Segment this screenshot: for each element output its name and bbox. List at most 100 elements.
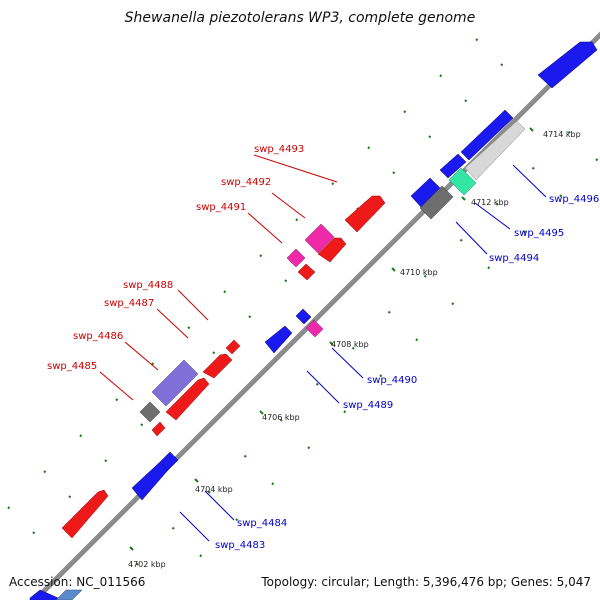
- gene-arrow[interactable]: [29, 589, 59, 600]
- guide-dot: [392, 171, 396, 175]
- guide-dot: [487, 266, 491, 270]
- accession-text: Accession: NC_011566: [9, 575, 146, 589]
- guide-dot: [140, 423, 144, 427]
- guide-dot: [387, 310, 391, 314]
- gene-arrow[interactable]: [295, 308, 312, 325]
- guide-dot: [379, 374, 383, 378]
- guide-dot: [523, 230, 527, 234]
- genome-summary: Topology: circular; Length: 5,396,476 bp…: [261, 575, 591, 589]
- guide-dot: [531, 166, 535, 170]
- map-title: Shewanella piezotolerans WP3, complete g…: [124, 10, 476, 26]
- guide-dot: [151, 362, 155, 366]
- gene-arrow[interactable]: [165, 377, 210, 421]
- guide-dot: [187, 326, 191, 330]
- guide-dot: [104, 459, 108, 463]
- tick-marks: [129, 127, 534, 551]
- guide-dot: [235, 518, 239, 522]
- guide-dot: [423, 274, 427, 278]
- guide-dot: [212, 351, 216, 355]
- gene-label[interactable]: swp_4489: [343, 400, 393, 411]
- guide-dot: [243, 454, 247, 458]
- guide-dot: [567, 130, 571, 134]
- guide-dot: [331, 182, 335, 186]
- gene-label[interactable]: swp_4490: [367, 375, 417, 386]
- guide-dot: [315, 382, 319, 386]
- tick-labels: 4702 kbp 4704 kbp 4706 kbp 4708 kbp 4710…: [128, 130, 581, 569]
- tick-label-4702: 4702 kbp: [128, 560, 166, 569]
- guide-dot: [279, 418, 283, 422]
- guide-dot: [428, 135, 432, 139]
- tick-label-4706: 4706 kbp: [262, 413, 300, 422]
- genome-backbone: [31, 31, 600, 600]
- gene-arrow[interactable]: [151, 421, 166, 437]
- gene-label[interactable]: swp_4496: [549, 194, 599, 205]
- gene-label[interactable]: swp_4484: [237, 518, 287, 529]
- label-leaders: [99, 154, 547, 542]
- gene-label[interactable]: swp_4486: [73, 331, 123, 342]
- gene-arrow[interactable]: [131, 461, 169, 501]
- guide-dot: [403, 110, 407, 114]
- guide-dot: [439, 74, 443, 78]
- gene-arrow[interactable]: [151, 359, 199, 407]
- gene-label[interactable]: swp_4494: [489, 253, 539, 264]
- gene-arrow[interactable]: [202, 353, 233, 379]
- gene-arrow[interactable]: [464, 120, 526, 181]
- guide-dot: [248, 315, 252, 319]
- guide-dot: [171, 526, 175, 530]
- gene-label[interactable]: swp_4485: [47, 361, 97, 372]
- gene-label[interactable]: swp_4493: [254, 144, 304, 155]
- guide-dot: [307, 446, 311, 450]
- guide-dot: [79, 434, 83, 438]
- tick-label-4714: 4714 kbp: [543, 130, 581, 139]
- guide-dot: [351, 346, 355, 350]
- gene-arrow[interactable]: [419, 185, 454, 220]
- gene-arrow[interactable]: [460, 109, 514, 161]
- gene-arrow[interactable]: [139, 401, 161, 423]
- gene-label[interactable]: swp_4495: [514, 228, 564, 239]
- guide-dot: [135, 562, 139, 566]
- gene-arrow[interactable]: [305, 319, 324, 338]
- guide-dot: [284, 279, 288, 283]
- guide-dot: [343, 410, 347, 414]
- gene-arrow[interactable]: [317, 237, 347, 263]
- guide-dot: [295, 218, 299, 222]
- tick-label-4704: 4704 kbp: [195, 485, 233, 494]
- guide-dot: [415, 338, 419, 342]
- guide-dot: [495, 202, 499, 206]
- guide-dot: [595, 158, 599, 162]
- gene-label[interactable]: swp_4487: [104, 298, 154, 309]
- guide-dot: [68, 495, 72, 499]
- gene-arrow[interactable]: [448, 167, 477, 196]
- gene-labels: swp_4483 swp_4484 swp_4485 swp_4486 swp_…: [47, 144, 599, 551]
- guide-dot: [199, 554, 203, 558]
- guide-dot: [223, 290, 227, 294]
- gene-arrow[interactable]: [61, 489, 109, 539]
- gene-arrow[interactable]: [55, 589, 83, 600]
- gene-label[interactable]: swp_4492: [221, 177, 271, 188]
- guide-dot: [207, 490, 211, 494]
- tick-label-4712: 4712 kbp: [471, 198, 509, 207]
- gene-arrow[interactable]: [286, 248, 306, 268]
- guide-dot: [32, 531, 36, 535]
- tick-label-4710: 4710 kbp: [400, 268, 438, 277]
- guide-dot: [475, 38, 479, 42]
- guide-dot: [500, 63, 504, 67]
- guide-dot: [43, 470, 47, 474]
- guide-dot: [271, 482, 275, 486]
- gene-arrow[interactable]: [264, 325, 293, 354]
- guide-dot: [464, 99, 468, 103]
- gene-arrow[interactable]: [439, 153, 467, 179]
- gene-label[interactable]: swp_4483: [215, 540, 265, 551]
- gene-arrow[interactable]: [537, 41, 598, 89]
- gene-arrow[interactable]: [225, 339, 241, 355]
- guide-dot: [459, 238, 463, 242]
- guide-dot: [115, 398, 119, 402]
- gene-arrow[interactable]: [304, 223, 335, 254]
- gene-arrow[interactable]: [297, 263, 316, 281]
- guide-dot: [259, 254, 263, 258]
- gene-label[interactable]: swp_4491: [196, 202, 246, 213]
- gene-label[interactable]: swp_4488: [123, 280, 173, 291]
- gene-arrow[interactable]: [159, 451, 179, 471]
- gene-arrow[interactable]: [344, 195, 386, 233]
